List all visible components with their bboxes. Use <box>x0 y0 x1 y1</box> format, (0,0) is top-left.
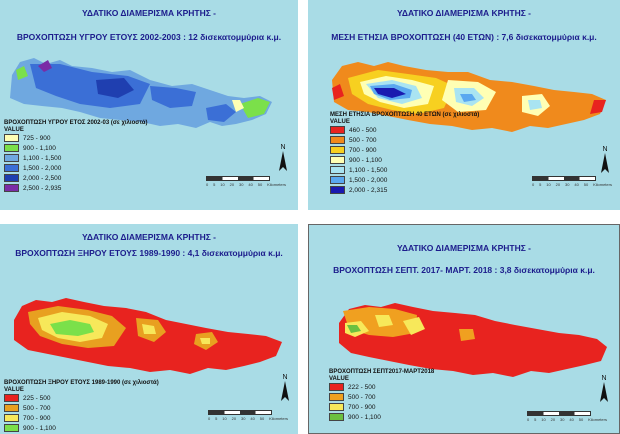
legend-swatch <box>329 383 344 391</box>
legend-item: 700 - 900 <box>4 413 159 423</box>
legend-swatch <box>4 164 19 172</box>
panel-title: ΥΔΑΤΙΚΟ ΔΙΑΜΕΡΙΣΜΑ ΚΡΗΤΗΣ - <box>396 8 532 18</box>
map-legend: ΒΡΟΧΟΠΤΩΣΗ ΥΓΡΟΥ ΕΤΟΣ 2002-03 (σε χιλιοσ… <box>4 120 148 193</box>
legend-item: 700 - 900 <box>330 145 479 155</box>
legend-swatch <box>4 174 19 182</box>
legend-swatch <box>4 414 19 422</box>
north-arrow-icon: N <box>598 146 612 173</box>
legend-swatch <box>330 146 345 154</box>
map-panel-dry-year: ΥΔΑΤΙΚΟ ΔΙΑΜΕΡΙΣΜΑ ΚΡΗΤΗΣ - ΒΡΟΧΟΠΤΩΣΗ Ξ… <box>0 224 298 434</box>
map-panel-mean-annual: ΥΔΑΤΙΚΟ ΔΙΑΜΕΡΙΣΜΑ ΚΡΗΤΗΣ - ΜΕΣΗ ΕΤΗΣΙΑ … <box>308 0 620 210</box>
legend-item: 700 - 900 <box>329 402 434 412</box>
panel-title: ΥΔΑΤΙΚΟ ΔΙΑΜΕΡΙΣΜΑ ΚΡΗΤΗΣ - <box>81 8 217 18</box>
legend-swatch <box>4 144 19 152</box>
legend-item: 460 - 500 <box>330 125 479 135</box>
map-legend: ΒΡΟΧΟΠΤΩΣΗ ΞΗΡΟΥ ΕΤΟΥΣ 1989-1990 (σε χιλ… <box>4 380 159 433</box>
scale-bar: 0 5 10 20 30 40 50 Kilometers <box>206 176 286 187</box>
legend-item: 1,100 - 1,500 <box>4 153 148 163</box>
legend-swatch <box>329 403 344 411</box>
legend-item: 222 - 500 <box>329 382 434 392</box>
map-legend: ΒΡΟΧΟΠΤΩΣΗ ΣΕΠΤ2017-ΜΑΡΤ2018 VALUE 222 -… <box>329 369 434 422</box>
north-arrow-icon: N <box>278 374 292 401</box>
map-legend: ΜΕΣΗ ΕΤΗΣΙΑ ΒΡΟΧΟΠΤΩΣΗ 40 ΕΤΩΝ (σε χιλιο… <box>330 112 479 195</box>
legend-value-header: VALUE <box>329 376 349 382</box>
panel-title: ΥΔΑΤΙΚΟ ΔΙΑΜΕΡΙΣΜΑ ΚΡΗΤΗΣ - <box>396 243 532 253</box>
legend-swatch <box>4 394 19 402</box>
legend-item: 2,000 - 2,315 <box>330 185 479 195</box>
panel-subtitle: ΒΡΟΧΟΠΤΩΣΗ ΣΕΠΤ. 2017- ΜΑΡΤ. 2018 : 3,8 … <box>333 265 595 275</box>
legend-swatch <box>4 154 19 162</box>
legend-swatch <box>330 136 345 144</box>
map-panel-2017-2018: ΥΔΑΤΙΚΟ ΔΙΑΜΕΡΙΣΜΑ ΚΡΗΤΗΣ - ΒΡΟΧΟΠΤΩΣΗ Σ… <box>308 224 620 434</box>
legend-item: 725 - 900 <box>4 133 148 143</box>
panel-subtitle: ΒΡΟΧΟΠΤΩΣΗ ΞΗΡΟΥ ΕΤΟΥΣ 1989-1990 : 4,1 δ… <box>15 248 283 258</box>
scale-bar: 0 5 10 20 30 40 50 Kilometers <box>527 411 607 422</box>
panel-subtitle: ΜΕΣΗ ΕΤΗΣΙΑ ΒΡΟΧΟΠΤΩΣΗ (40 ΕΤΩΝ) : 7,6 δ… <box>331 32 597 42</box>
crete-map <box>14 298 282 374</box>
scale-bar: 0 5 10 20 30 40 50 Kilometers <box>208 410 288 421</box>
crete-map <box>10 58 272 128</box>
legend-swatch <box>329 393 344 401</box>
legend-swatch <box>4 404 19 412</box>
panel-title: ΥΔΑΤΙΚΟ ΔΙΑΜΕΡΙΣΜΑ ΚΡΗΤΗΣ - <box>81 232 217 242</box>
legend-item: 2,500 - 2,935 <box>4 183 148 193</box>
legend-swatch <box>330 176 345 184</box>
legend-swatch <box>4 134 19 142</box>
legend-item: 225 - 500 <box>4 393 159 403</box>
legend-title: ΜΕΣΗ ΕΤΗΣΙΑ ΒΡΟΧΟΠΤΩΣΗ 40 ΕΤΩΝ (σε χιλιο… <box>330 112 480 118</box>
crete-map <box>339 303 607 377</box>
north-arrow-icon: N <box>276 144 290 171</box>
legend-item: 500 - 700 <box>4 403 159 413</box>
legend-item: 900 - 1,100 <box>4 143 148 153</box>
legend-swatch <box>330 156 345 164</box>
legend-title: ΒΡΟΧΟΠΤΩΣΗ ΞΗΡΟΥ ΕΤΟΥΣ 1989-1990 (σε χιλ… <box>4 380 159 386</box>
legend-swatch <box>330 166 345 174</box>
legend-item: 1,500 - 2,000 <box>4 163 148 173</box>
legend-swatch <box>330 186 345 194</box>
legend-swatch <box>4 424 19 432</box>
panel-subtitle: ΒΡΟΧΟΠΤΩΣΗ ΥΓΡΟΥ ΕΤΟΥΣ 2002-2003 : 12 δι… <box>16 32 282 42</box>
legend-item: 900 - 1,100 <box>329 412 434 422</box>
legend-item: 1,100 - 1,500 <box>330 165 479 175</box>
legend-swatch <box>4 184 19 192</box>
legend-item: 2,000 - 2,500 <box>4 173 148 183</box>
legend-title: ΒΡΟΧΟΠΤΩΣΗ ΣΕΠΤ2017-ΜΑΡΤ2018 <box>329 369 435 375</box>
legend-title: ΒΡΟΧΟΠΤΩΣΗ ΥΓΡΟΥ ΕΤΟΣ 2002-03 (σε χιλιοσ… <box>4 120 148 126</box>
legend-value-header: VALUE <box>4 127 24 133</box>
map-panel-wet-year: ΥΔΑΤΙΚΟ ΔΙΑΜΕΡΙΣΜΑ ΚΡΗΤΗΣ - ΒΡΟΧΟΠΤΩΣΗ Υ… <box>0 0 298 210</box>
legend-item: 900 - 1,100 <box>330 155 479 165</box>
legend-item: 500 - 700 <box>329 392 434 402</box>
legend-item: 1,500 - 2,000 <box>330 175 479 185</box>
crete-map <box>332 62 606 132</box>
scale-bar: 0 5 10 20 30 40 50 Kilometers <box>532 176 612 187</box>
north-arrow-icon: N <box>597 375 611 402</box>
legend-value-header: VALUE <box>330 119 350 125</box>
legend-swatch <box>329 413 344 421</box>
legend-item: 900 - 1,100 <box>4 423 159 433</box>
legend-swatch <box>330 126 345 134</box>
legend-item: 500 - 700 <box>330 135 479 145</box>
legend-value-header: VALUE <box>4 387 24 393</box>
